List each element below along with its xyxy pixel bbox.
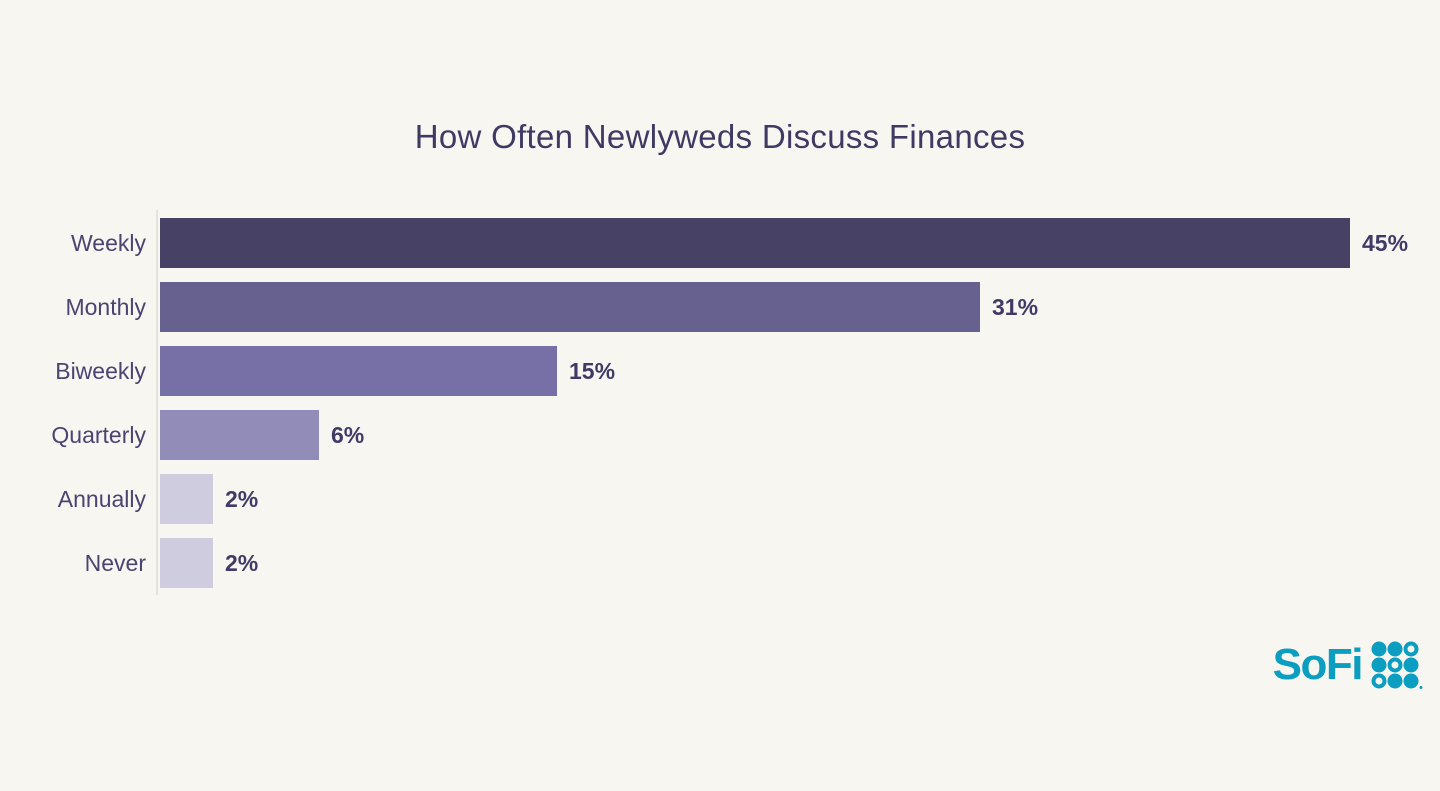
bar-row: Biweekly 15% (0, 346, 1440, 396)
bar-track: 2% (160, 538, 1440, 588)
bar-row: Monthly 31% (0, 282, 1440, 332)
bar-track: 6% (160, 410, 1440, 460)
bar (160, 218, 1350, 268)
value-label: 31% (992, 293, 1039, 320)
sofi-logo-text: SoFi (1272, 640, 1364, 689)
value-label: 2% (225, 485, 259, 512)
bar (160, 282, 980, 332)
bar-track: 2% (160, 474, 1440, 524)
bar-track: 31% (160, 282, 1440, 332)
category-label: Never (84, 549, 146, 576)
category-label: Quarterly (51, 421, 146, 448)
value-label: 6% (331, 421, 365, 448)
bar-row: Quarterly 6% (0, 410, 1440, 460)
bar-row: Weekly 45% (0, 218, 1440, 268)
bar-row: Never 2% (0, 538, 1440, 588)
value-label: 15% (569, 357, 616, 384)
category-label: Biweekly (55, 357, 146, 384)
category-label: Annually (57, 485, 146, 512)
bar-row: Annually 2% (0, 474, 1440, 524)
bar (160, 346, 557, 396)
bar (160, 474, 213, 524)
chart-title: How Often Newlyweds Discuss Finances (414, 118, 1026, 155)
y-axis-line (156, 210, 158, 595)
sofi-logo: SoFi (1273, 641, 1423, 689)
bar-track: 15% (160, 346, 1440, 396)
bar-track: 45% (160, 218, 1440, 268)
sofi-dot-grid-icon (1371, 641, 1423, 689)
bar-chart: Weekly 45% Monthly 31% Biweekly 15% Quarterly 6… (0, 218, 1440, 588)
value-label: 45% (1362, 229, 1409, 256)
bar (160, 538, 213, 588)
category-label: Monthly (65, 293, 146, 320)
value-label: 2% (225, 549, 259, 576)
bar (160, 410, 319, 460)
category-label: Weekly (71, 229, 146, 256)
